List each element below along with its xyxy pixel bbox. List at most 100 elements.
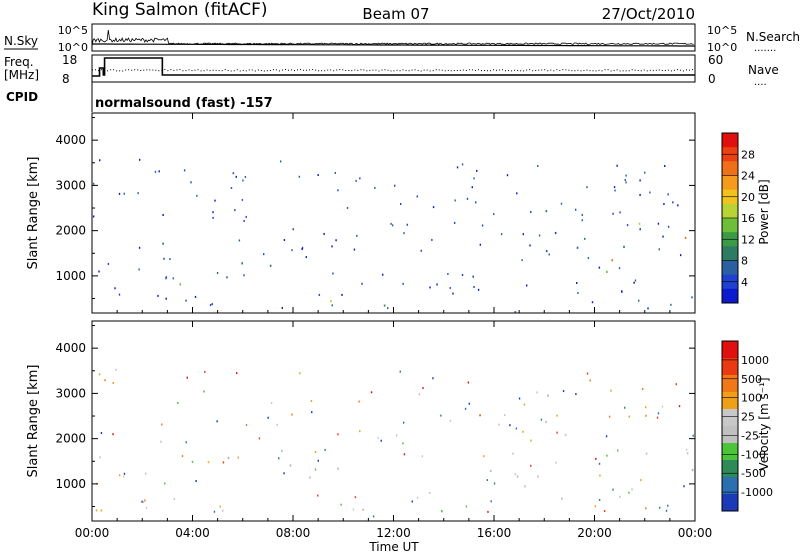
power-mark xyxy=(476,169,478,172)
freq-label-line1: Freq. xyxy=(4,55,34,69)
velocity-mark xyxy=(640,479,642,482)
power-colorbar-label: Power [dB] xyxy=(757,179,771,244)
power-mark xyxy=(529,244,531,247)
power-mark xyxy=(92,182,95,185)
power-mark xyxy=(537,164,539,167)
power-mark xyxy=(522,233,524,236)
velocity-mark xyxy=(245,423,248,426)
velocity-mark xyxy=(324,448,326,451)
nave-point xyxy=(101,69,103,71)
nave-point xyxy=(691,69,693,71)
power-mark xyxy=(387,307,389,310)
power-mark xyxy=(114,287,116,290)
nave-point xyxy=(122,70,124,72)
nave-point xyxy=(420,70,422,72)
nave-point xyxy=(459,69,461,71)
nave-right-tick-high: 60 xyxy=(708,53,723,67)
noise-left-tick-high: 10^5 xyxy=(58,24,88,37)
nave-point xyxy=(137,69,139,71)
velocity-mark xyxy=(310,399,313,402)
velocity-mark xyxy=(100,509,103,512)
nave-point xyxy=(670,70,672,72)
velocity-mark xyxy=(540,418,543,421)
power-mark xyxy=(138,268,140,271)
power-mark xyxy=(452,292,454,295)
nave-point xyxy=(423,69,425,71)
nave-point xyxy=(239,70,241,72)
nave-point xyxy=(480,70,482,72)
nave-point xyxy=(146,69,148,71)
velocity-mark xyxy=(465,505,468,508)
power-mark xyxy=(356,234,358,237)
velocity-mark xyxy=(537,475,539,478)
velocity-mark xyxy=(504,414,506,417)
power-mark xyxy=(613,186,616,189)
nave-point xyxy=(544,69,546,71)
nave-point xyxy=(468,69,470,71)
power-mark xyxy=(334,171,337,174)
colorbar-tick-label: -25 xyxy=(741,429,759,442)
colorbar-tick-label: 24 xyxy=(741,170,755,183)
nave-point xyxy=(529,69,531,71)
power-mark xyxy=(633,281,635,284)
velocity-marks xyxy=(95,368,694,518)
power-mark xyxy=(323,232,325,235)
power-mark xyxy=(500,233,503,236)
nave-point xyxy=(523,70,525,72)
nave-point xyxy=(209,70,211,72)
power-mark xyxy=(581,213,583,216)
y-tick-label: 4000 xyxy=(55,341,86,355)
nave-point xyxy=(387,69,389,71)
colorbar-swatch xyxy=(722,460,738,478)
power-mark xyxy=(118,293,121,296)
velocity-mark xyxy=(514,473,517,476)
nave-point xyxy=(477,69,479,71)
nave-point xyxy=(312,69,314,71)
velocity-mark xyxy=(207,460,210,464)
nave-point xyxy=(682,70,684,72)
nave-point xyxy=(345,69,347,71)
power-mark xyxy=(625,181,627,184)
colorbar-tick-label: 4 xyxy=(741,276,748,289)
velocity-mark xyxy=(204,370,206,373)
nave-point xyxy=(272,69,274,71)
colorbar-swatch xyxy=(722,494,738,512)
nave-point xyxy=(284,69,286,71)
power-mark xyxy=(554,231,557,235)
nave-point xyxy=(550,69,552,71)
nave-point xyxy=(182,70,184,72)
power-mark xyxy=(214,199,216,202)
velocity-mark xyxy=(468,402,471,405)
nave-point xyxy=(583,70,585,72)
power-mark xyxy=(165,276,168,279)
velocity-mark xyxy=(645,406,647,409)
velocity-mark xyxy=(556,414,558,417)
velocity-mark xyxy=(395,434,398,437)
velocity-mark xyxy=(645,414,647,417)
velocity-mark xyxy=(608,415,611,418)
power-mark xyxy=(337,189,339,192)
frequency-trace xyxy=(92,57,695,77)
power-mark xyxy=(461,163,464,166)
power-mark xyxy=(587,257,590,260)
nave-point xyxy=(245,70,247,72)
nave-point xyxy=(176,69,178,71)
velocity-mark xyxy=(402,442,404,445)
velocity-mark xyxy=(145,472,147,475)
velocity-mark xyxy=(337,433,339,436)
nave-point xyxy=(348,69,350,71)
power-mark xyxy=(453,221,456,224)
power-mark xyxy=(169,258,171,261)
nave-point xyxy=(158,70,160,72)
power-mark xyxy=(598,266,601,269)
nave-point xyxy=(465,69,467,71)
colorbar-tick-label: 28 xyxy=(741,148,755,161)
power-mark xyxy=(298,175,301,178)
power-mark xyxy=(447,273,449,276)
nave-point xyxy=(655,69,657,71)
nave-point xyxy=(631,69,633,71)
y-tick-label: 2000 xyxy=(55,432,86,446)
velocity-mark xyxy=(191,460,194,463)
colorbar-swatch xyxy=(722,161,738,176)
nave-point xyxy=(390,70,392,72)
